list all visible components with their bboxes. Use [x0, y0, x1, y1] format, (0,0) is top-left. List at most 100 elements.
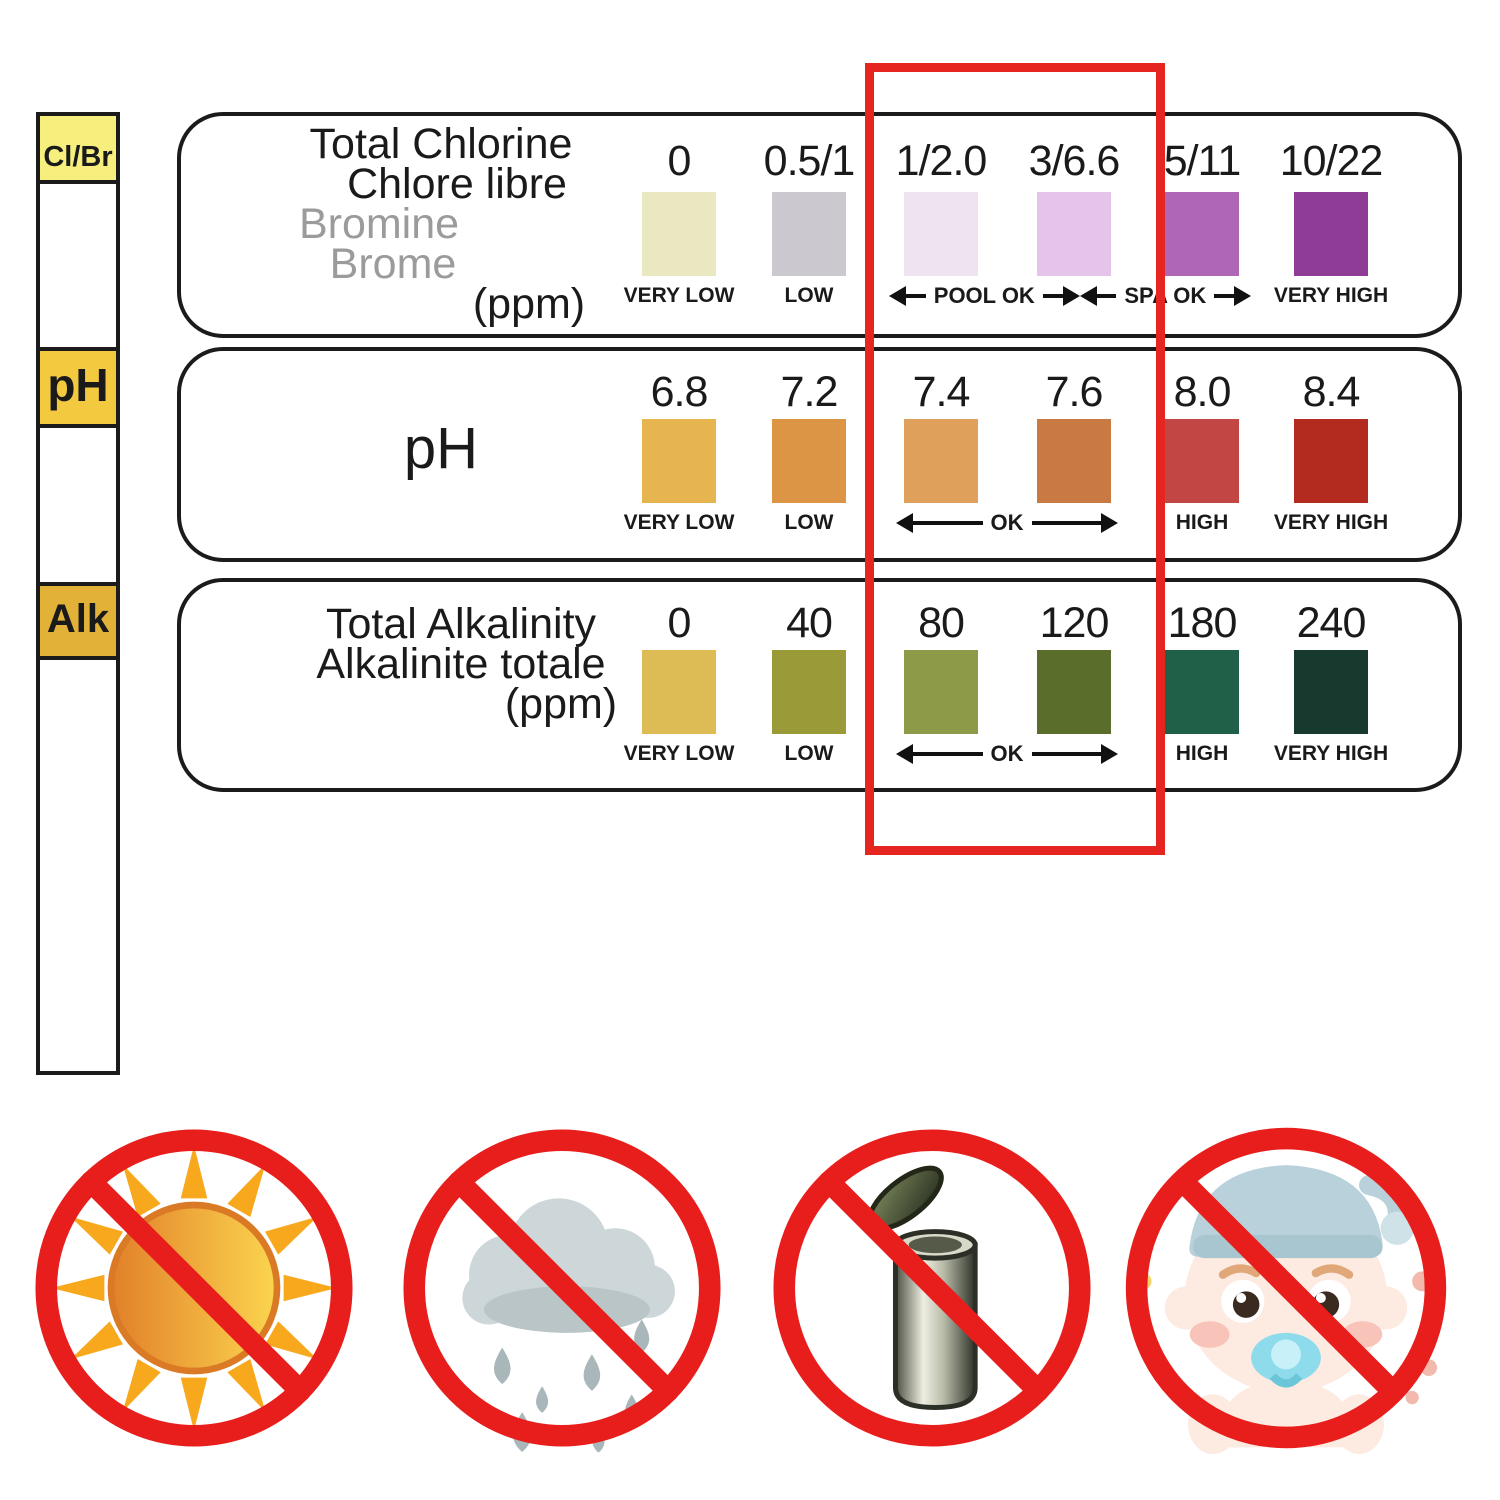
- strip-pad-alk-label: Alk: [46, 597, 110, 641]
- strip-pad-alk: Alk: [36, 582, 120, 660]
- swatch-value: 5/11: [1163, 137, 1242, 185]
- arrow-left-icon: [889, 286, 906, 306]
- swatch-label: LOW: [784, 742, 834, 765]
- strip-pad-ph-label: pH: [47, 358, 109, 411]
- arrow-left-icon: [896, 744, 913, 764]
- swatch-column: 180 HIGH: [1122, 600, 1282, 766]
- color-swatch: [772, 650, 846, 734]
- swatch-value: 0.5/1: [763, 137, 856, 185]
- range-label-ok: OK: [990, 741, 1024, 766]
- swatch-value: 7.4: [912, 368, 971, 416]
- highlight-rectangle: [865, 63, 1165, 855]
- swatch-column: 1/2.0: [861, 138, 1021, 276]
- swatch-value: 6.8: [650, 368, 709, 416]
- swatch-column: 6.8 VERY LOW: [599, 369, 759, 535]
- swatch-column: 0.5/1 LOW: [729, 138, 889, 308]
- arrow-right-icon: [1062, 286, 1080, 306]
- color-swatch: [904, 419, 978, 503]
- swatch-column: 7.6: [994, 369, 1154, 503]
- panel-total-chlorine: Total Chlorine Chlore libre Bromine Brom…: [177, 112, 1462, 338]
- arrow-right-icon: [1101, 744, 1118, 764]
- color-swatch: [904, 192, 978, 276]
- ok-range-labels: OK: [896, 510, 1118, 535]
- arrow-left-icon: [1079, 286, 1097, 306]
- swatch-column: 8.0 HIGH: [1122, 369, 1282, 535]
- swatch-column: 0 VERY LOW: [599, 138, 759, 308]
- color-swatch: [1165, 650, 1239, 734]
- swatch-value: 7.2: [780, 368, 839, 416]
- color-swatch: [642, 419, 716, 503]
- swatch-value: 40: [786, 599, 833, 647]
- unit-label: (ppm): [504, 680, 618, 728]
- swatch-column: 3/6.6: [994, 138, 1154, 276]
- color-swatch: [1165, 192, 1239, 276]
- swatch-label: VERY LOW: [623, 284, 735, 307]
- color-swatch: [1037, 650, 1111, 734]
- swatch-value: 8.0: [1173, 368, 1232, 416]
- swatch-value: 240: [1296, 599, 1367, 647]
- color-swatch: [1165, 419, 1239, 503]
- ok-range-labels: OK: [896, 741, 1118, 766]
- swatch-label: VERY LOW: [623, 742, 735, 765]
- color-swatch: [1294, 192, 1368, 276]
- strip-pad-clbr: Cl/Br: [36, 112, 120, 184]
- no-open-container-icon: [766, 1122, 1098, 1454]
- color-swatch: [1294, 650, 1368, 734]
- swatch-column: 80: [861, 600, 1021, 734]
- swatch-value: 8.4: [1302, 368, 1361, 416]
- title-line: Alkalinite totale: [316, 640, 606, 688]
- range-label-spa-ok: SPA OK: [1124, 283, 1207, 308]
- unit-label: (ppm): [472, 280, 586, 328]
- color-swatch: [642, 650, 716, 734]
- color-swatch: [642, 192, 716, 276]
- color-swatch: [1294, 419, 1368, 503]
- no-baby-icon: [1120, 1122, 1452, 1454]
- range-label-ok: OK: [990, 510, 1024, 535]
- strip-pad-clbr-label: Cl/Br: [43, 141, 113, 173]
- swatch-column: 7.4: [861, 369, 1021, 503]
- panel-title: pH: [231, 420, 651, 478]
- swatch-label: VERY HIGH: [1273, 284, 1389, 307]
- swatch-value: 3/6.6: [1028, 137, 1121, 185]
- swatch-column: 7.2 LOW: [729, 369, 889, 535]
- color-swatch: [772, 192, 846, 276]
- ok-range-labels: POOL OK SPA OK: [889, 283, 1252, 308]
- swatch-column: 5/11: [1122, 138, 1282, 276]
- range-label-pool-ok: POOL OK: [933, 283, 1035, 308]
- arrow-left-icon: [896, 513, 913, 533]
- swatch-label: VERY LOW: [623, 511, 735, 534]
- panel-title: Total Chlorine Chlore libre Bromine Brom…: [231, 120, 651, 326]
- swatch-label: HIGH: [1175, 511, 1229, 534]
- swatch-label: LOW: [784, 511, 834, 534]
- title-line: Chlore libre: [347, 160, 567, 208]
- swatch-column: 40 LOW: [729, 600, 889, 766]
- swatch-value: 120: [1039, 599, 1110, 647]
- arrow-right-icon: [1101, 513, 1118, 533]
- title-line: Total Alkalinity: [325, 600, 597, 648]
- panel-total-alkalinity: Total Alkalinity Alkalinite totale (ppm)…: [177, 578, 1462, 792]
- test-strip: Cl/Br pH Alk: [36, 112, 120, 1075]
- swatch-column: 0 VERY LOW: [599, 600, 759, 766]
- swatch-value: 0: [667, 137, 692, 185]
- no-sun-icon: [28, 1122, 360, 1454]
- swatch-column: 240 VERY HIGH: [1251, 600, 1411, 766]
- swatch-column: 10/22 VERY HIGH: [1251, 138, 1411, 308]
- color-swatch: [772, 419, 846, 503]
- no-rain-icon: [396, 1122, 728, 1454]
- swatch-label: VERY HIGH: [1273, 742, 1389, 765]
- swatch-value: 180: [1167, 599, 1238, 647]
- title-line: Total Chlorine: [309, 120, 573, 168]
- swatch-value: 7.6: [1045, 368, 1104, 416]
- subtitle-line: Brome: [329, 240, 457, 288]
- swatch-column: 120: [994, 600, 1154, 734]
- swatch-label: HIGH: [1175, 742, 1229, 765]
- swatch-column: 8.4 VERY HIGH: [1251, 369, 1411, 535]
- swatch-value: 0: [667, 599, 692, 647]
- subtitle-line: Bromine: [298, 200, 460, 248]
- swatch-value: 80: [918, 599, 965, 647]
- strip-pad-ph: pH: [36, 347, 120, 428]
- swatch-value: 10/22: [1279, 137, 1384, 185]
- swatch-value: 1/2.0: [895, 137, 988, 185]
- panel-title: Total Alkalinity Alkalinite totale (ppm): [231, 600, 691, 726]
